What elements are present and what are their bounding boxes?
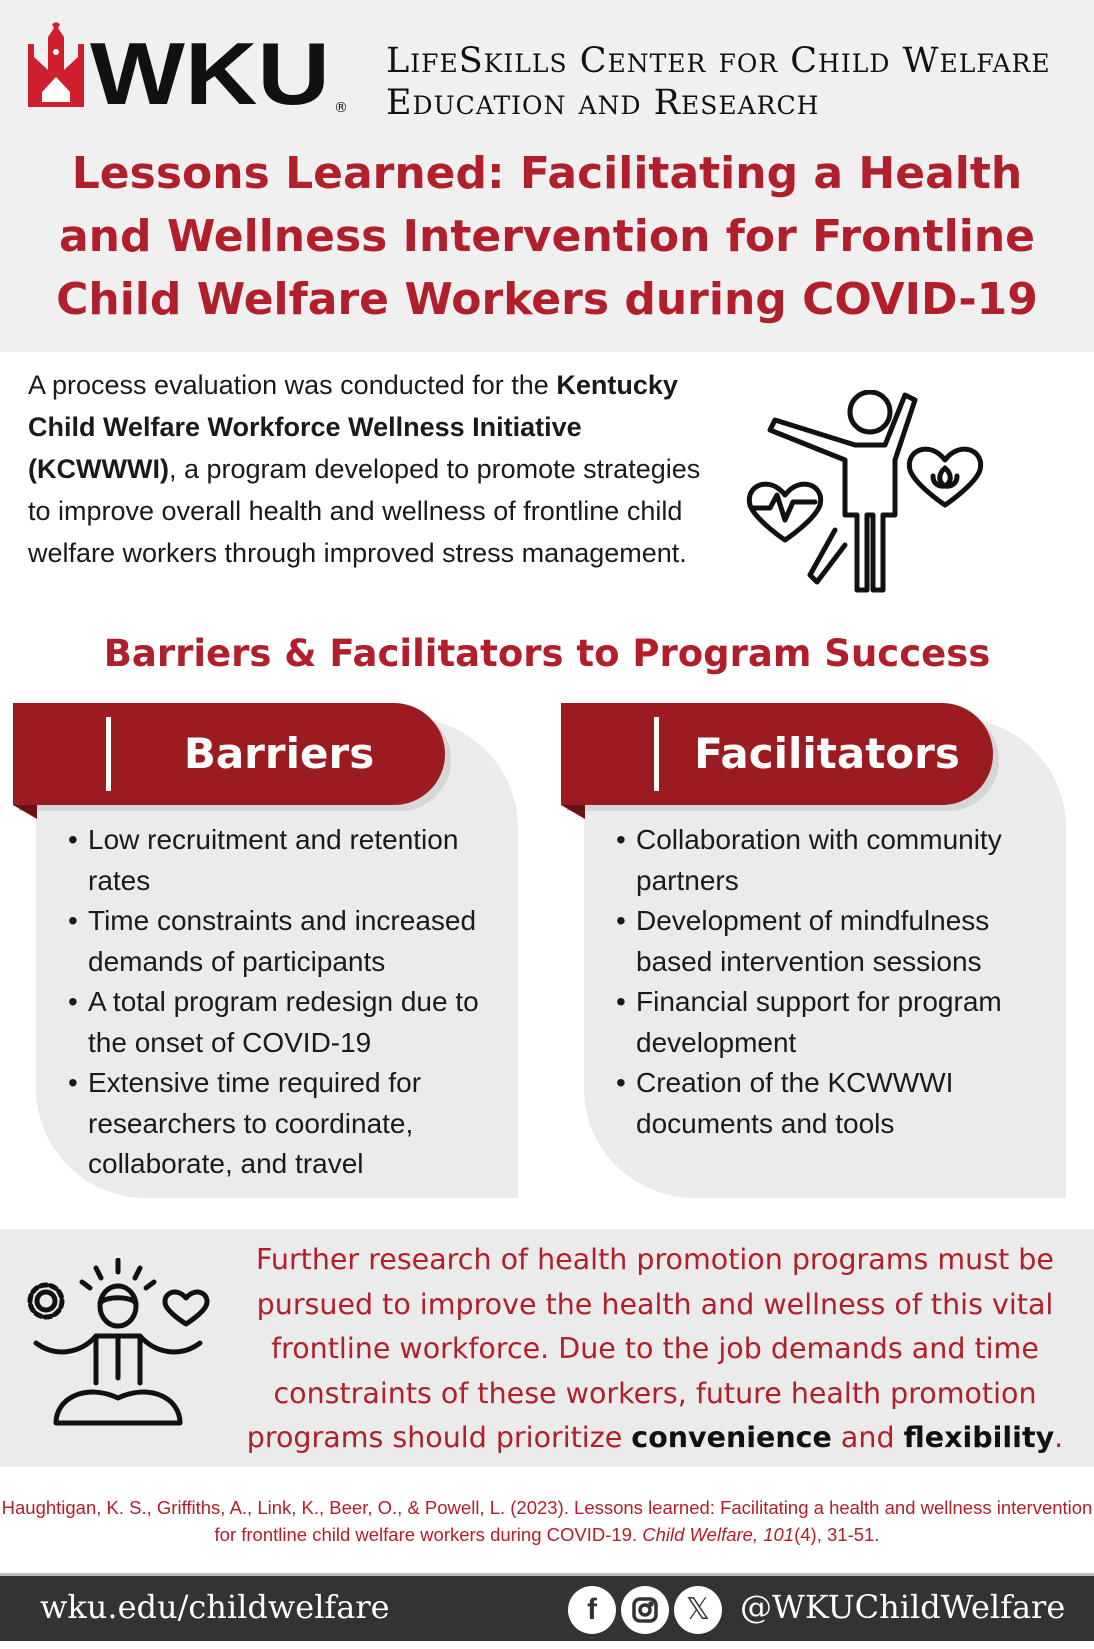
- conclusion-and: and: [831, 1421, 904, 1454]
- list-item: Creation of the KCWWWI documents and too…: [616, 1063, 1056, 1144]
- list-item: Time constraints and increased demands o…: [68, 901, 508, 982]
- facilitators-list: Collaboration with community partners De…: [616, 820, 1056, 1144]
- center-name-line2: Education and Research: [386, 83, 820, 123]
- intro-text: A process evaluation was conducted for t…: [28, 364, 708, 574]
- list-item: Development of mindfulness based interve…: [616, 901, 1056, 982]
- list-item: Collaboration with community partners: [616, 820, 1056, 901]
- list-item: A total program redesign due to the onse…: [68, 982, 508, 1063]
- barriers-list: Low recruitment and retention rates Time…: [68, 820, 508, 1185]
- conclusion-text: Further research of health promotion pro…: [225, 1238, 1085, 1461]
- section-title: Barriers & Facilitators to Program Succe…: [103, 632, 991, 675]
- banner-divider: [654, 717, 659, 791]
- citation-journal: Child Welfare, 101: [642, 1524, 795, 1545]
- emphasis-flexibility: flexibility: [903, 1421, 1055, 1454]
- facebook-icon[interactable]: f: [568, 1586, 616, 1634]
- x-icon[interactable]: 𝕏: [674, 1586, 722, 1634]
- barriers-banner: Barriers: [13, 703, 445, 819]
- center-name-line1: LifeSkills Center for Child Welfare: [386, 41, 1051, 81]
- intro-before: A process evaluation was conducted for t…: [28, 370, 557, 400]
- center-name: LifeSkills Center for Child Welfare Educ…: [386, 40, 1051, 124]
- citation: Haughtigan, K. S., Griffiths, A., Link, …: [0, 1494, 1094, 1548]
- conclusion-band: [0, 1229, 1094, 1467]
- social-handle[interactable]: @WKUChildWelfare: [740, 1588, 1066, 1626]
- banner-fold: [561, 805, 585, 819]
- citation-text: Haughtigan, K. S., Griffiths, A., Link, …: [1, 1497, 1093, 1545]
- list-item: Extensive time required for researchers …: [68, 1063, 508, 1185]
- page-title: Lessons Learned: Facilitating a Health a…: [56, 148, 1038, 325]
- svg-text:WKU: WKU: [90, 24, 330, 123]
- conclusion-body: Further research of health promotion pro…: [246, 1243, 1054, 1454]
- intro-program-name: Kentucky Child Welfare Workforce Wellnes…: [28, 370, 678, 484]
- citation-issue: (4), 31-51.: [794, 1524, 880, 1545]
- facilitators-heading: Facilitators: [694, 729, 960, 778]
- intro-after: , a program developed to promote strateg…: [28, 454, 701, 568]
- emphasis-convenience: convenience: [631, 1421, 832, 1454]
- website-link[interactable]: wku.edu/childwelfare: [40, 1588, 390, 1626]
- list-item: Financial support for program developmen…: [616, 982, 1056, 1063]
- list-item: Low recruitment and retention rates: [68, 820, 508, 901]
- wku-logo: WKU ®: [28, 22, 348, 123]
- facilitators-banner: Facilitators: [561, 703, 993, 819]
- banner-divider: [106, 717, 111, 791]
- conclusion-end: .: [1054, 1421, 1064, 1454]
- svg-text:®: ®: [334, 100, 348, 116]
- instagram-icon[interactable]: [621, 1586, 669, 1634]
- wellness-person-icon: [746, 390, 984, 593]
- footer: wku.edu/childwelfare f 𝕏 @WKUChildWelfar…: [0, 1573, 1094, 1641]
- banner-fold: [13, 805, 37, 819]
- header: WKU ® LifeSkills Center for Child Welfar…: [0, 0, 1094, 352]
- meditation-icon: [27, 1258, 210, 1426]
- barriers-heading: Barriers: [183, 729, 375, 778]
